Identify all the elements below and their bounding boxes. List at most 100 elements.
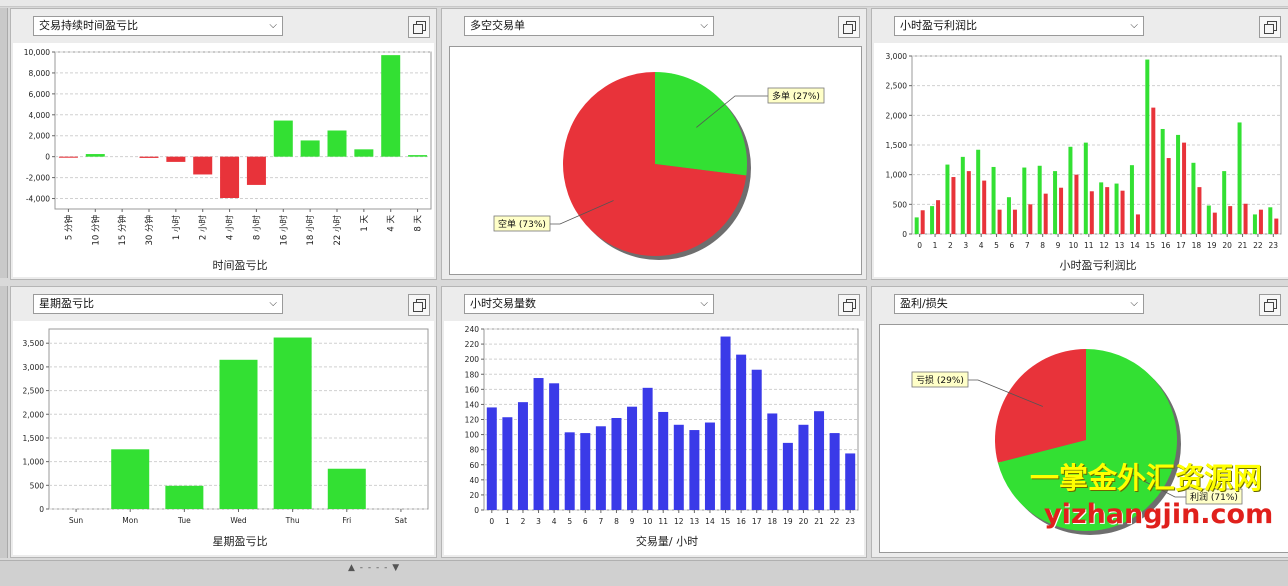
x-tick-label: Mon	[122, 516, 138, 525]
pie-label: 空单 (73%)	[498, 218, 546, 230]
select-label: 小时盈亏利润比	[900, 19, 977, 32]
y-tick-label: 2,500	[23, 387, 45, 396]
restore-icon-front	[413, 24, 423, 34]
left-scroll-strip[interactable]	[0, 8, 8, 278]
y-tick-label: 3,500	[23, 339, 45, 348]
bar	[139, 156, 159, 158]
restore-icon-front	[413, 302, 423, 312]
x-tick-label: 22	[830, 517, 840, 526]
chart-type-select[interactable]: 小时盈亏利润比 ⌵	[894, 16, 1144, 36]
x-tick-label: 10	[643, 517, 653, 526]
x-tick-label: 10	[1069, 241, 1079, 250]
pie-chart: 利润 (71%) 亏损 (29%)	[911, 349, 1243, 535]
maximize-button[interactable]	[1259, 294, 1281, 316]
bar	[1083, 142, 1088, 234]
x-tick-label: 5	[994, 241, 999, 250]
y-tick-label: 1,000	[23, 458, 45, 467]
pie-label: 亏损 (29%)	[916, 374, 964, 386]
panel-header: 小时盈亏利润比 ⌵	[872, 9, 1288, 43]
bar	[798, 424, 809, 510]
x-tick-label: 22 小时	[332, 215, 343, 246]
bar	[1268, 207, 1273, 234]
x-tick-label: Thu	[285, 516, 300, 525]
chart-type-select[interactable]: 星期盈亏比 ⌵	[33, 294, 283, 314]
splitter-grip[interactable]: ▲ - - - - ▼	[348, 563, 401, 573]
y-tick-label: 4,000	[29, 111, 51, 120]
restore-icon-front	[1264, 302, 1274, 312]
panel-weekday-profit: 星期盈亏比 ⌵ 0 500 1,000 1,500 2,000 2,500 3,000 3,5…	[10, 286, 437, 558]
bar	[982, 180, 987, 234]
select-label: 多空交易单	[470, 19, 525, 32]
bar	[914, 217, 919, 234]
x-tick-label: 4	[979, 241, 984, 250]
pie-label: 利润 (71%)	[1190, 491, 1238, 503]
x-tick-label: 3	[536, 517, 541, 526]
maximize-button[interactable]	[408, 16, 430, 38]
panel-long-short: 多空交易单 ⌵ 多单 (27%) 空单 (73%)	[441, 8, 867, 280]
restore-icon-front	[843, 302, 853, 312]
y-tick-label: 8,000	[29, 69, 51, 78]
maximize-button[interactable]	[838, 16, 860, 38]
y-tick-label: 240	[465, 325, 480, 334]
bar	[1206, 205, 1211, 234]
x-tick-label: Sun	[69, 516, 84, 525]
chart-type-select[interactable]: 交易持续时间盈亏比 ⌵	[33, 16, 283, 36]
maximize-button[interactable]	[408, 294, 430, 316]
bar	[549, 383, 560, 510]
bar	[930, 206, 935, 234]
bar	[1274, 218, 1279, 234]
chart-type-select[interactable]: 小时交易量数 ⌵	[464, 294, 714, 314]
bar	[845, 453, 856, 510]
watermark-url: yizhangjin.com	[1044, 499, 1274, 530]
bar	[1120, 190, 1125, 234]
y-tick-label: 140	[465, 400, 480, 409]
bar	[220, 156, 240, 199]
bar	[246, 156, 266, 185]
maximize-button[interactable]	[838, 294, 860, 316]
chart-area: 多单 (27%) 空单 (73%)	[449, 46, 862, 275]
x-tick-label: 12	[674, 517, 684, 526]
chart-type-select[interactable]: 多空交易单 ⌵	[464, 16, 714, 36]
bar	[1222, 171, 1227, 234]
chart-type-select[interactable]: 盈利/损失 ⌵	[894, 294, 1144, 314]
y-tick-label: 1,500	[886, 141, 908, 150]
plot-frame	[54, 51, 432, 210]
pie-leader-line	[1128, 473, 1186, 498]
left-scroll-strip-lower[interactable]	[0, 286, 8, 558]
bar	[991, 166, 996, 234]
bar	[1176, 134, 1181, 234]
bar	[111, 449, 150, 509]
x-tick-label: 7	[598, 517, 603, 526]
y-tick-label: 100	[465, 431, 480, 440]
x-tick-label: 6	[1010, 241, 1015, 250]
bar	[1074, 174, 1079, 234]
y-tick-label: 0	[39, 505, 44, 514]
bar	[1059, 187, 1064, 234]
x-tick-label: 10 分钟	[90, 215, 101, 246]
x-tick-label: 18	[768, 517, 778, 526]
x-tick-label: 17	[1176, 241, 1186, 250]
bar	[782, 442, 793, 510]
bar	[595, 426, 606, 510]
bar	[327, 130, 347, 157]
bar	[945, 164, 950, 234]
bar	[1182, 142, 1187, 234]
maximize-button[interactable]	[1259, 16, 1281, 38]
y-tick-label: -4,000	[26, 195, 50, 204]
bar	[1068, 146, 1073, 234]
x-tick-label: 16	[736, 517, 746, 526]
x-tick-label: 2 小时	[198, 215, 209, 241]
chevron-down-icon: ⌵	[700, 298, 708, 309]
bar	[673, 424, 684, 510]
restore-icon-front	[1264, 24, 1274, 34]
chevron-down-icon: ⌵	[269, 298, 277, 309]
bar	[720, 336, 731, 510]
y-tick-label: 3,000	[886, 52, 908, 61]
bar	[1028, 204, 1033, 234]
bar	[1089, 191, 1094, 234]
x-tick-label: 11	[1084, 241, 1094, 250]
select-label: 交易持续时间盈亏比	[39, 19, 138, 32]
x-tick-label: 5 分钟	[63, 215, 74, 240]
x-axis-label: 时间盈亏比	[213, 259, 268, 272]
x-tick-label: 20	[799, 517, 809, 526]
